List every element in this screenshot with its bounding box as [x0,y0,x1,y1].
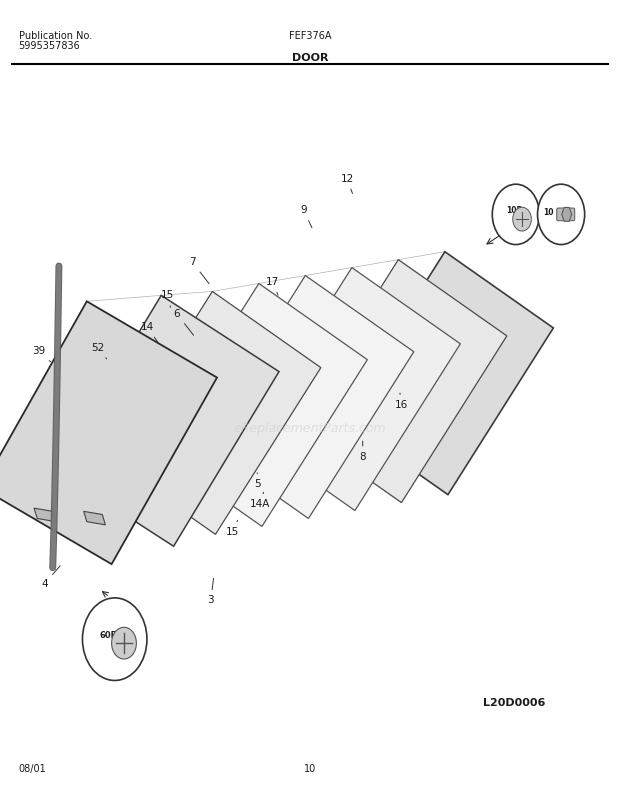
Polygon shape [153,283,367,526]
Text: 7: 7 [189,257,209,283]
Polygon shape [107,291,321,534]
Text: 4: 4 [42,566,60,588]
Polygon shape [84,511,105,525]
Text: 52: 52 [91,343,107,359]
Polygon shape [246,268,460,511]
Polygon shape [562,207,572,222]
Text: 16: 16 [395,393,409,410]
Text: 08/01: 08/01 [19,764,46,773]
Polygon shape [34,508,56,522]
Text: 60B: 60B [99,630,118,640]
Text: 15: 15 [226,520,239,537]
Text: 10: 10 [544,208,554,218]
Polygon shape [340,252,554,495]
Text: 39: 39 [32,346,51,362]
FancyBboxPatch shape [557,208,575,221]
Text: DOOR: DOOR [292,53,328,63]
Text: 15: 15 [161,291,174,307]
Text: 3: 3 [208,578,214,605]
Text: 12: 12 [340,174,354,194]
Text: 5995357836: 5995357836 [19,41,81,51]
Text: L20D0006: L20D0006 [483,698,546,707]
Circle shape [492,184,539,245]
Text: 14A: 14A [250,492,270,509]
Text: 8: 8 [360,441,366,461]
Circle shape [82,598,147,680]
Circle shape [112,627,136,659]
Text: 5: 5 [254,472,260,489]
Polygon shape [0,301,217,564]
Text: eReplacementParts.com: eReplacementParts.com [234,422,386,435]
Circle shape [538,184,585,245]
Text: FEF376A: FEF376A [289,31,331,40]
Polygon shape [56,295,279,546]
Circle shape [513,207,531,231]
Text: 9: 9 [301,206,312,228]
Polygon shape [200,276,414,518]
Text: 10B: 10B [506,206,522,215]
Text: 10: 10 [304,764,316,773]
Text: 6: 6 [174,309,193,335]
Text: 14: 14 [141,322,158,343]
Text: 17: 17 [266,277,280,295]
Polygon shape [293,260,507,503]
Text: Publication No.: Publication No. [19,31,92,40]
